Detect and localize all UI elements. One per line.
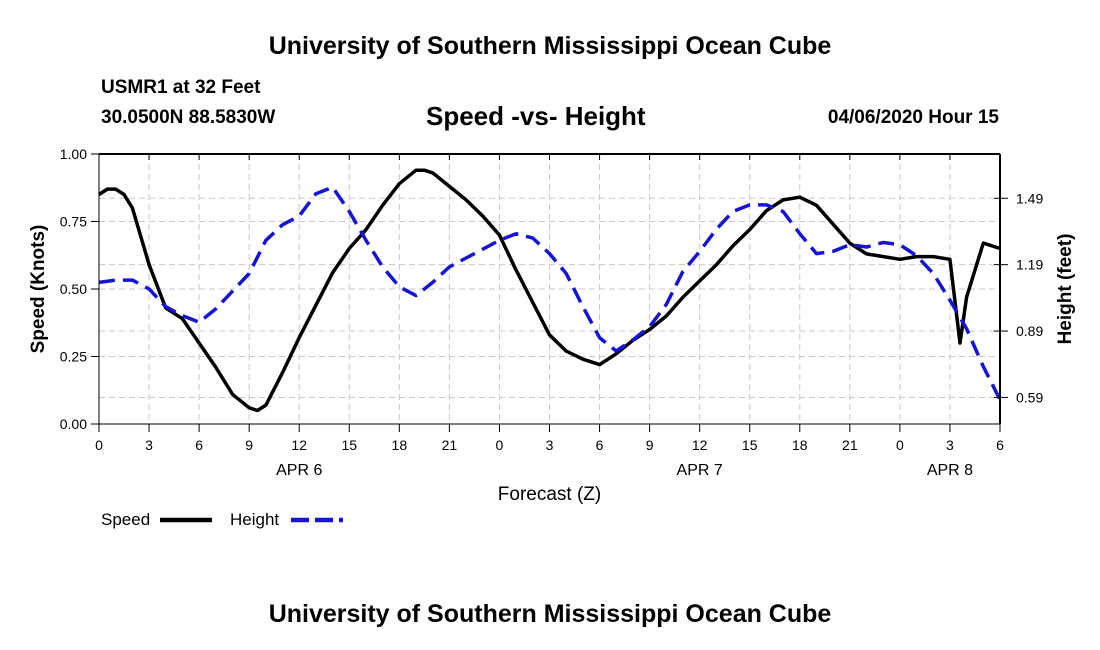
y-tick-label: 1.00 bbox=[60, 146, 87, 162]
y-right-tick-label: 0.59 bbox=[1016, 389, 1043, 405]
y-tick-label: 0.50 bbox=[60, 281, 87, 297]
x-tick-label: 0 bbox=[496, 437, 504, 453]
legend-label-speed: Speed bbox=[101, 510, 150, 529]
station-label: USMR1 at 32 Feet bbox=[101, 77, 261, 98]
series-line-height bbox=[98, 185, 1002, 401]
x-tick-label: 12 bbox=[291, 437, 307, 453]
y-tick-label: 0.75 bbox=[60, 214, 87, 230]
x-tick-label: 21 bbox=[442, 437, 458, 453]
y-right-tick-label: 0.89 bbox=[1016, 323, 1043, 339]
coordinates-label: 30.0500N 88.5830W bbox=[101, 107, 276, 128]
x-tick-label: 3 bbox=[145, 437, 153, 453]
y-tick-label: 0.00 bbox=[60, 416, 87, 432]
x-tick-label: 6 bbox=[596, 437, 604, 453]
x-day-label: APR 6 bbox=[276, 462, 322, 479]
x-tick-label: 3 bbox=[546, 437, 554, 453]
x-tick-label: 15 bbox=[742, 437, 758, 453]
series-line-speed bbox=[98, 168, 1001, 413]
x-tick-label: 6 bbox=[195, 437, 203, 453]
plot-title: Speed -vs- Height bbox=[426, 101, 646, 131]
x-tick-label: 12 bbox=[692, 437, 708, 453]
x-tick-label: 3 bbox=[946, 437, 954, 453]
x-day-label: APR 8 bbox=[927, 462, 973, 479]
page-header-title: University of Southern Mississippi Ocean… bbox=[268, 32, 832, 60]
x-tick-label: 9 bbox=[245, 437, 253, 453]
y-axis-label-right: Height (feet) bbox=[1055, 234, 1076, 345]
x-tick-label: 0 bbox=[896, 437, 904, 453]
y-right-tick-label: 1.19 bbox=[1016, 257, 1043, 273]
y-tick-label: 0.25 bbox=[60, 349, 87, 365]
y-axis-label: Speed (Knots) bbox=[28, 225, 49, 354]
x-tick-label: 0 bbox=[95, 437, 103, 453]
y-right-tick-label: 1.49 bbox=[1016, 190, 1043, 206]
legend-label-height: Height bbox=[230, 510, 279, 529]
x-tick-label: 9 bbox=[646, 437, 654, 453]
x-tick-label: 21 bbox=[842, 437, 858, 453]
x-tick-label: 18 bbox=[392, 437, 408, 453]
x-tick-label: 6 bbox=[996, 437, 1004, 453]
x-axis-label: Forecast (Z) bbox=[498, 484, 601, 505]
x-day-label: APR 7 bbox=[677, 462, 723, 479]
x-tick-label: 15 bbox=[341, 437, 357, 453]
x-tick-label: 18 bbox=[792, 437, 808, 453]
page-footer-title: University of Southern Mississippi Ocean… bbox=[268, 600, 832, 628]
forecast-date-label: 04/06/2020 Hour 15 bbox=[827, 107, 999, 128]
